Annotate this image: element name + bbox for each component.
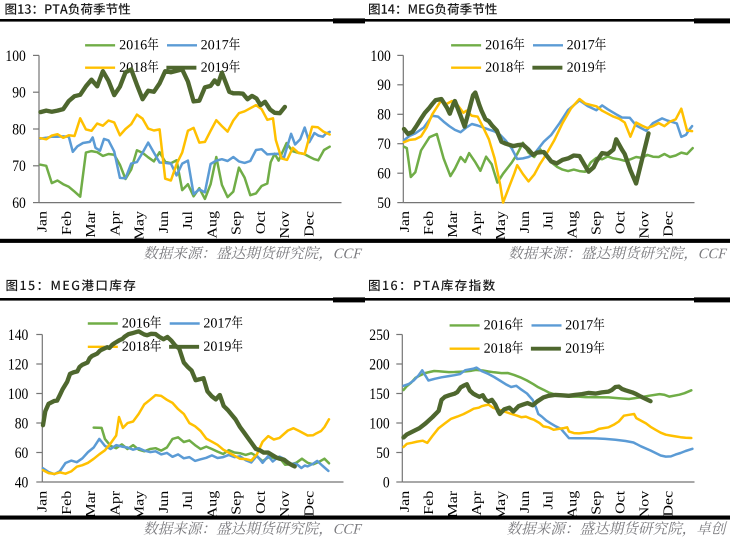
svg-text:80: 80: [377, 107, 391, 124]
svg-text:Mar: Mar: [446, 211, 461, 238]
svg-text:150: 150: [369, 386, 389, 403]
svg-text:Apr: Apr: [470, 211, 485, 236]
svg-text:80: 80: [12, 121, 26, 138]
svg-text:Mar: Mar: [84, 211, 99, 238]
svg-text:Feb: Feb: [60, 491, 75, 515]
svg-text:40: 40: [15, 474, 29, 491]
svg-text:May: May: [133, 490, 148, 520]
svg-text:200: 200: [369, 356, 389, 373]
svg-text:70: 70: [12, 158, 26, 175]
svg-text:50: 50: [376, 445, 390, 462]
svg-text:0: 0: [383, 474, 390, 491]
svg-text:Nov: Nov: [638, 490, 653, 518]
svg-text:60: 60: [12, 195, 26, 212]
svg-text:Jun: Jun: [157, 490, 172, 513]
svg-text:Jun: Jun: [518, 490, 533, 513]
svg-text:Apr: Apr: [470, 491, 485, 516]
svg-text:Nov: Nov: [278, 490, 293, 518]
svg-text:60: 60: [377, 166, 391, 183]
svg-text:80: 80: [15, 415, 29, 432]
svg-text:Sep: Sep: [590, 491, 605, 515]
svg-text:100: 100: [5, 48, 25, 65]
svg-text:250: 250: [369, 327, 389, 344]
svg-text:Sep: Sep: [590, 211, 605, 235]
svg-text:Jul: Jul: [542, 211, 557, 230]
svg-text:Dec: Dec: [661, 490, 676, 516]
svg-text:Dec: Dec: [661, 211, 676, 237]
svg-text:May: May: [494, 210, 509, 240]
svg-text:Feb: Feb: [422, 491, 437, 515]
svg-text:Sep: Sep: [230, 491, 245, 515]
svg-text:Oct: Oct: [254, 490, 269, 514]
svg-text:Jan: Jan: [36, 490, 51, 512]
svg-text:May: May: [133, 210, 148, 240]
svg-text:Aug: Aug: [566, 490, 581, 518]
svg-text:Jan: Jan: [36, 210, 51, 232]
svg-text:Nov: Nov: [638, 210, 653, 238]
svg-text:Sep: Sep: [230, 211, 245, 235]
svg-text:Feb: Feb: [60, 211, 75, 235]
svg-text:Oct: Oct: [614, 210, 629, 234]
svg-text:100: 100: [370, 48, 390, 65]
svg-text:100: 100: [369, 415, 389, 432]
svg-text:90: 90: [377, 77, 391, 94]
svg-text:90: 90: [12, 85, 26, 102]
svg-text:Aug: Aug: [205, 210, 220, 238]
svg-text:Dec: Dec: [302, 490, 317, 516]
svg-text:Dec: Dec: [302, 211, 317, 237]
svg-text:Oct: Oct: [614, 490, 629, 514]
svg-text:Apr: Apr: [108, 491, 123, 516]
svg-text:Mar: Mar: [446, 491, 461, 518]
svg-text:Aug: Aug: [205, 490, 220, 518]
svg-text:120: 120: [8, 356, 28, 373]
svg-text:60: 60: [15, 445, 29, 462]
svg-text:Apr: Apr: [108, 211, 123, 236]
svg-text:Aug: Aug: [566, 210, 581, 238]
svg-text:Jan: Jan: [398, 210, 413, 232]
svg-text:Jul: Jul: [181, 491, 196, 510]
svg-text:Nov: Nov: [278, 210, 293, 238]
svg-text:Feb: Feb: [422, 211, 437, 235]
svg-text:100: 100: [8, 386, 28, 403]
svg-text:Jul: Jul: [542, 491, 557, 510]
svg-text:Mar: Mar: [84, 491, 99, 518]
svg-text:Jun: Jun: [518, 210, 533, 233]
svg-text:Jun: Jun: [157, 210, 172, 233]
svg-text:Oct: Oct: [254, 210, 269, 234]
svg-text:Jan: Jan: [398, 490, 413, 512]
svg-text:50: 50: [377, 195, 391, 212]
svg-text:Jul: Jul: [181, 211, 196, 230]
svg-text:70: 70: [377, 136, 391, 153]
svg-text:May: May: [494, 490, 509, 520]
svg-text:140: 140: [8, 327, 28, 344]
